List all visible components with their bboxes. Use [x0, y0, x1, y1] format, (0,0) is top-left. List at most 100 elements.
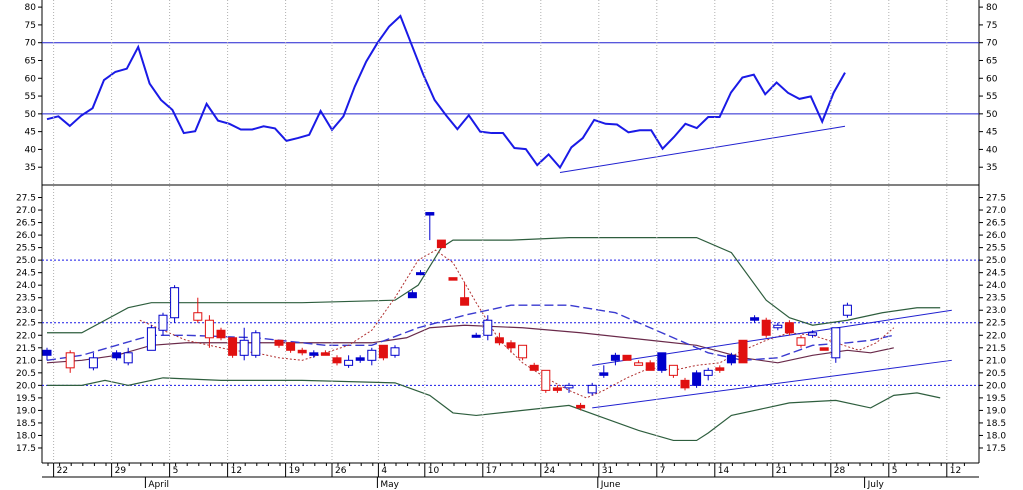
price-tick-label-right: 26.5 — [986, 219, 1006, 229]
price-tick-label-right: 17.5 — [986, 444, 1006, 454]
candle — [65, 350, 75, 373]
x-tick-label: 12 — [231, 466, 242, 476]
candle-body — [703, 369, 713, 376]
month-label: June — [600, 480, 621, 490]
candle — [796, 335, 806, 348]
candle — [407, 290, 417, 299]
candle-body — [425, 212, 435, 216]
x-tick-label: 31 — [602, 466, 613, 476]
month-label: May — [380, 480, 399, 490]
price-tick-label-left: 24.0 — [16, 281, 36, 291]
candle-body — [668, 364, 678, 376]
price-tick-label-left: 24.5 — [16, 269, 36, 279]
price-tick-label-left: 25.0 — [16, 256, 36, 266]
rsi-tick-label-right: 35 — [986, 163, 997, 173]
candle-body — [657, 352, 667, 371]
price-tick-label-left: 18.0 — [16, 431, 36, 441]
x-tick-label: 21 — [776, 466, 787, 476]
candle — [738, 339, 748, 364]
x-tick-label: 5 — [173, 466, 179, 476]
rsi-tick-label-right: 80 — [986, 3, 998, 13]
price-tick-label-right: 21.0 — [986, 356, 1006, 366]
candle — [378, 344, 388, 361]
price-tick-label-right: 18.5 — [986, 419, 1006, 429]
candle-body — [773, 324, 783, 329]
candle — [344, 355, 354, 368]
price-tick-label-left: 19.0 — [16, 406, 36, 416]
candle-body — [286, 342, 296, 351]
price-panel: 17.5 17.5 18.0 18.0 18.5 18.5 19.0 19.0 19.5 19.5… — [16, 185, 1006, 463]
candle-body — [320, 352, 330, 356]
price-tick-label-left: 17.5 — [16, 444, 36, 454]
rsi-tick-label-left: 65 — [25, 56, 36, 66]
candle-body — [541, 369, 551, 391]
candle — [494, 332, 504, 346]
candle-body — [529, 364, 539, 371]
price-tick-label-left: 20.0 — [16, 381, 36, 391]
candle — [576, 402, 586, 411]
candle — [448, 277, 458, 281]
candle — [587, 382, 597, 396]
x-tick-label: 17 — [486, 466, 497, 476]
candle — [680, 377, 690, 391]
x-tick-label: 14 — [718, 466, 730, 476]
x-tick-label: 22 — [57, 466, 68, 476]
candle-body — [750, 317, 760, 321]
price-tick-label-left: 26.5 — [16, 219, 36, 229]
price-tick-label-left: 27.0 — [16, 206, 36, 216]
candle-body — [390, 347, 400, 356]
x-tick-label: 10 — [428, 466, 440, 476]
rsi-tick-label-right: 65 — [986, 56, 997, 66]
candle-body — [170, 287, 180, 319]
candle — [761, 317, 771, 338]
rsi-tick-label-left: 60 — [25, 74, 37, 84]
candle — [634, 360, 644, 366]
price-tick-label-left: 25.5 — [16, 244, 36, 254]
candle — [784, 320, 794, 336]
price-tick-label-right: 24.0 — [986, 281, 1006, 291]
candle — [251, 330, 261, 358]
price-tick-label-right: 20.5 — [986, 369, 1006, 379]
candle-body — [436, 239, 446, 249]
candle — [750, 315, 760, 323]
candle — [599, 365, 609, 378]
candle-body — [506, 342, 516, 349]
x-tick-label: 24 — [544, 466, 556, 476]
price-tick-label-right: 22.0 — [986, 331, 1006, 341]
candle — [622, 354, 632, 361]
candle — [541, 369, 551, 393]
candle-body — [332, 357, 342, 364]
rsi-tick-label-left: 70 — [25, 39, 37, 49]
candle-body — [216, 329, 226, 339]
x-tick-label: 29 — [115, 466, 127, 476]
candle — [112, 350, 122, 361]
candle — [204, 315, 214, 348]
candle-body — [274, 339, 284, 346]
candle — [216, 327, 226, 341]
candle-body — [251, 332, 261, 356]
rsi-tick-label-right: 40 — [986, 145, 998, 155]
candle-body — [88, 357, 98, 369]
candle-body — [65, 352, 75, 369]
price-tick-label-left: 23.0 — [16, 306, 36, 316]
candle-body — [692, 372, 702, 386]
candle — [332, 355, 342, 366]
candle-body — [784, 322, 794, 334]
rsi-trendline — [559, 125, 846, 174]
candle-body — [796, 337, 806, 346]
candle — [460, 282, 470, 306]
candle — [436, 239, 446, 249]
candle — [274, 339, 284, 348]
price-tick-label-left: 20.5 — [16, 369, 36, 379]
candle — [842, 302, 852, 318]
candle — [703, 367, 713, 381]
candle-body — [645, 362, 655, 371]
price-tick-label-left: 22.5 — [16, 319, 36, 329]
candle-body — [483, 319, 493, 336]
candle-body — [610, 354, 620, 361]
rsi-tick-label-right: 60 — [986, 74, 998, 84]
price-tick-label-right: 26.0 — [986, 231, 1006, 241]
candle-body — [576, 404, 586, 409]
candle — [819, 347, 829, 351]
price-tick-label-right: 23.0 — [986, 306, 1006, 316]
